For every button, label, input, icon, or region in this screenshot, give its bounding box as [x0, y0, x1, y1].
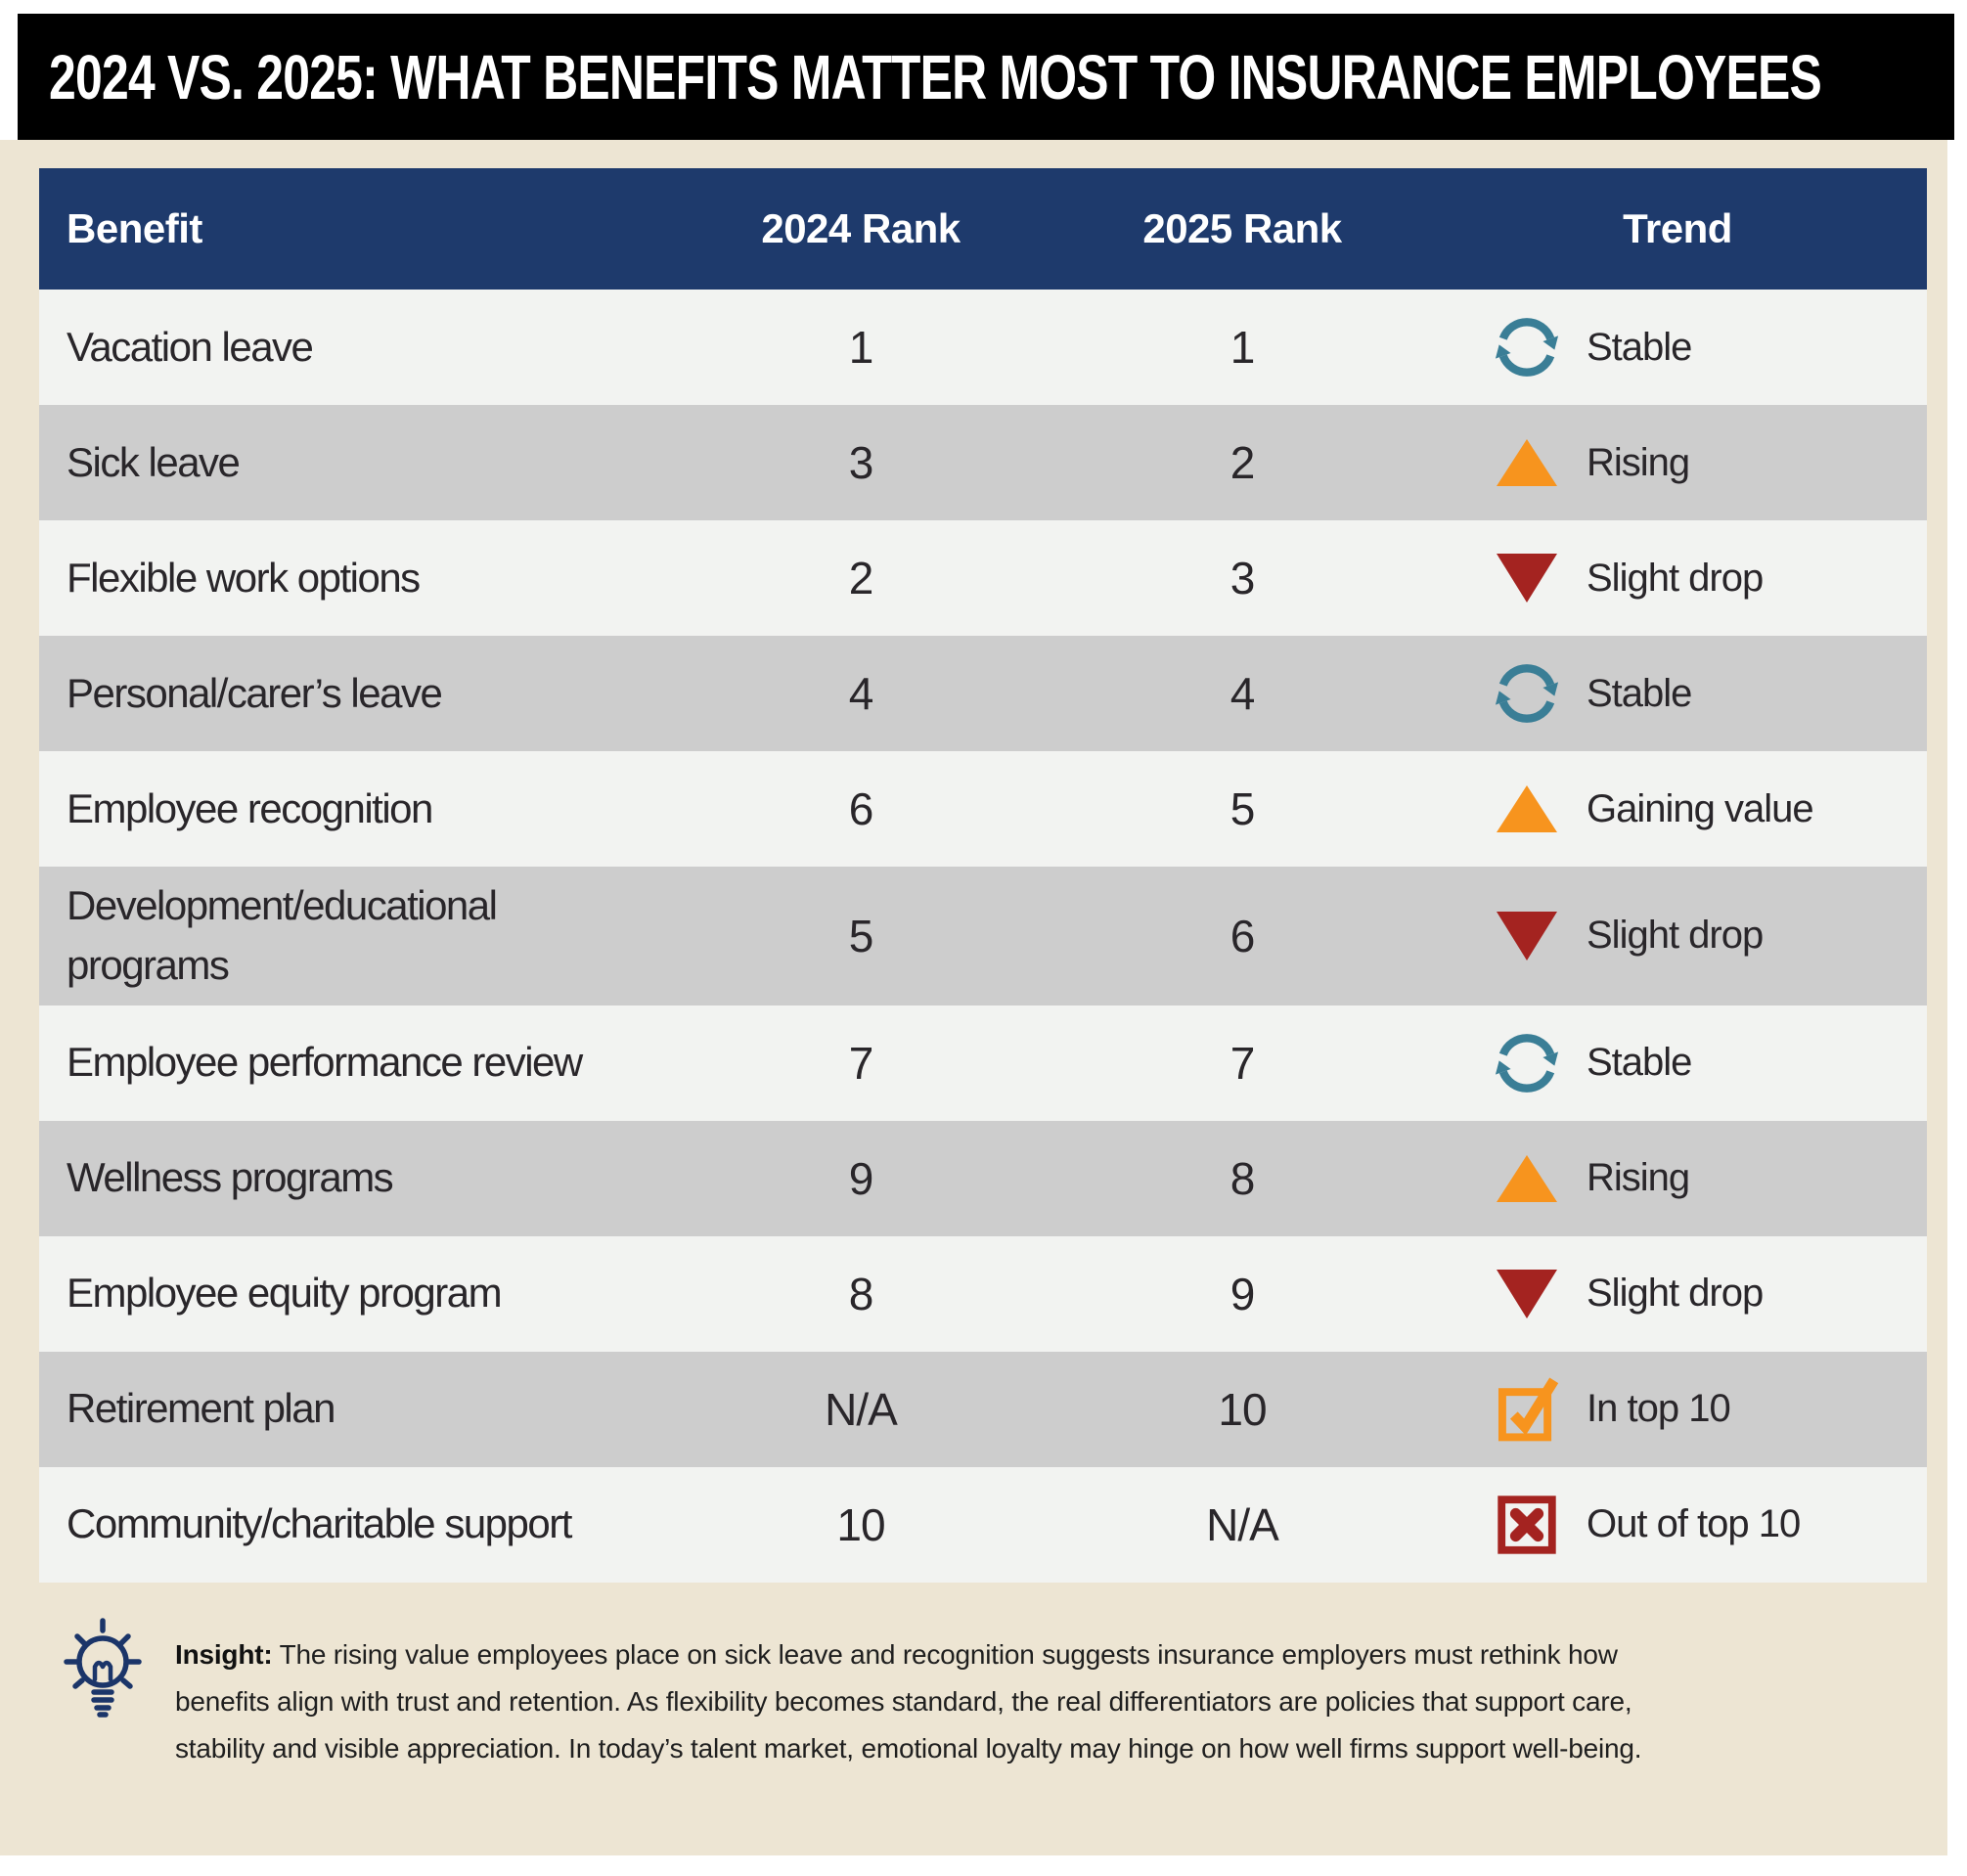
- insight-section: Insight: The rising value employees plac…: [54, 1614, 1902, 1772]
- trend-label: Stable: [1587, 325, 1692, 369]
- rank-2025: 10: [1218, 1383, 1267, 1435]
- trend-cell: Slight drop: [1428, 554, 1927, 603]
- trend-cell: Stable: [1428, 1026, 1927, 1100]
- trend-label: Gaining value: [1587, 786, 1814, 830]
- title-bar: 2024 VS. 2025: WHAT BENEFITS MATTER MOST…: [18, 14, 1954, 140]
- trend-cell: Out of top 10: [1428, 1496, 1927, 1554]
- insight-text: Insight: The rising value employees plac…: [175, 1631, 1662, 1772]
- rank-2025: 6: [1229, 910, 1256, 961]
- stable-cycle-icon: [1489, 1026, 1565, 1100]
- benefit-name: Vacation leave: [67, 323, 314, 370]
- rising-triangle-icon: [1489, 439, 1565, 486]
- trend-cell: Rising: [1428, 439, 1927, 486]
- table-header-row: Benefit 2024 Rank 2025 Rank Trend: [39, 168, 1927, 290]
- benefits-table: Benefit 2024 Rank 2025 Rank Trend Vacati…: [39, 168, 1927, 1583]
- rank-2025: 8: [1229, 1152, 1256, 1204]
- trend-cell: Stable: [1428, 656, 1927, 731]
- rank-2025: N/A: [1206, 1498, 1279, 1550]
- trend-cell: Gaining value: [1428, 785, 1927, 832]
- column-header-2024-rank: 2024 Rank: [761, 205, 961, 251]
- table-row: Retirement plan N/A 10 In top 10: [39, 1351, 1927, 1467]
- table-row: Wellness programs 9 8 Rising: [39, 1120, 1927, 1236]
- trend-label: Rising: [1587, 1156, 1690, 1200]
- table-row: Community/charitable support 10 N/A Out of…: [39, 1466, 1927, 1583]
- page-title: 2024 VS. 2025: WHAT BENEFITS MATTER MOST…: [49, 41, 1822, 112]
- stable-cycle-icon: [1489, 310, 1565, 384]
- rank-2025: 4: [1229, 668, 1256, 719]
- column-header-trend: Trend: [1623, 205, 1732, 251]
- table-row: Employee equity program 8 9 Slight drop: [39, 1235, 1927, 1352]
- rank-2024: 2: [848, 553, 874, 603]
- benefit-name: Employee equity program: [67, 1270, 503, 1317]
- rank-2025: 9: [1229, 1268, 1256, 1319]
- trend-cell: Stable: [1428, 310, 1927, 384]
- rank-2024: 6: [848, 783, 874, 834]
- rank-2024: 5: [848, 910, 874, 961]
- trend-label: Slight drop: [1587, 914, 1764, 958]
- benefit-name: Sick leave: [67, 438, 241, 485]
- lightbulb-icon: [54, 1614, 152, 1772]
- trend-cell: Slight drop: [1428, 1269, 1927, 1318]
- trend-label: In top 10: [1587, 1387, 1731, 1431]
- insight-label: Insight:: [175, 1639, 273, 1670]
- out-top10-crossbox-icon: [1489, 1496, 1565, 1554]
- stable-cycle-icon: [1489, 656, 1565, 731]
- table-row: Employee recognition 6 5 Gaining value: [39, 751, 1927, 867]
- rising-triangle-icon: [1489, 785, 1565, 832]
- trend-label: Rising: [1587, 440, 1690, 484]
- trend-cell: In top 10: [1428, 1375, 1927, 1444]
- rank-2024: 4: [848, 668, 874, 719]
- trend-label: Out of top 10: [1587, 1502, 1801, 1546]
- drop-triangle-icon: [1489, 911, 1565, 960]
- drop-triangle-icon: [1489, 554, 1565, 603]
- rank-2025: 2: [1229, 437, 1256, 488]
- column-header-benefit: Benefit: [67, 205, 202, 251]
- table-row: Vacation leave 1 1 Stable: [39, 290, 1927, 405]
- in-top10-checkbox-icon: [1489, 1375, 1565, 1444]
- rank-2025: 7: [1229, 1037, 1256, 1089]
- trend-label: Slight drop: [1587, 1272, 1764, 1316]
- benefit-name: Retirement plan: [67, 1385, 335, 1432]
- benefit-name: Employee recognition: [67, 784, 433, 831]
- rank-2025: 1: [1229, 322, 1256, 373]
- benefit-name: Employee performance review: [67, 1039, 583, 1086]
- trend-label: Stable: [1587, 1041, 1692, 1085]
- table-row: Development/educational programs 5 6 Slight…: [39, 867, 1927, 1005]
- column-header-2025-rank: 2025 Rank: [1142, 205, 1342, 251]
- rank-2025: 5: [1229, 783, 1256, 834]
- rank-2024: 3: [848, 437, 874, 488]
- benefit-name: Flexible work options: [67, 554, 421, 601]
- table-row: Flexible work options 2 3 Slight drop: [39, 520, 1927, 636]
- rising-triangle-icon: [1489, 1154, 1565, 1202]
- rank-2024: 7: [848, 1037, 874, 1089]
- benefit-name: Personal/carer’s leave: [67, 669, 443, 716]
- benefit-name: Wellness programs: [67, 1154, 394, 1201]
- rank-2025: 3: [1229, 553, 1256, 603]
- insight-body: The rising value employees place on sick…: [175, 1639, 1642, 1764]
- benefit-name: Development/educational programs: [67, 882, 498, 988]
- table-row: Sick leave 3 2 Rising: [39, 405, 1927, 520]
- table-body: Vacation leave 1 1 Stable Sick leave 3 2 Risin…: [39, 290, 1927, 1583]
- table-row: Personal/carer’s leave 4 4 Stable: [39, 636, 1927, 751]
- rank-2024: 1: [848, 322, 874, 373]
- rank-2024: 9: [848, 1152, 874, 1204]
- trend-cell: Slight drop: [1428, 911, 1927, 960]
- benefit-name: Community/charitable support: [67, 1500, 572, 1547]
- drop-triangle-icon: [1489, 1269, 1565, 1318]
- trend-cell: Rising: [1428, 1154, 1927, 1202]
- table-row: Employee performance review 7 7 Stable: [39, 1005, 1927, 1121]
- trend-label: Stable: [1587, 671, 1692, 715]
- rank-2024: 8: [848, 1268, 874, 1319]
- trend-label: Slight drop: [1587, 556, 1764, 600]
- rank-2024: 10: [836, 1498, 885, 1550]
- rank-2024: N/A: [825, 1383, 898, 1435]
